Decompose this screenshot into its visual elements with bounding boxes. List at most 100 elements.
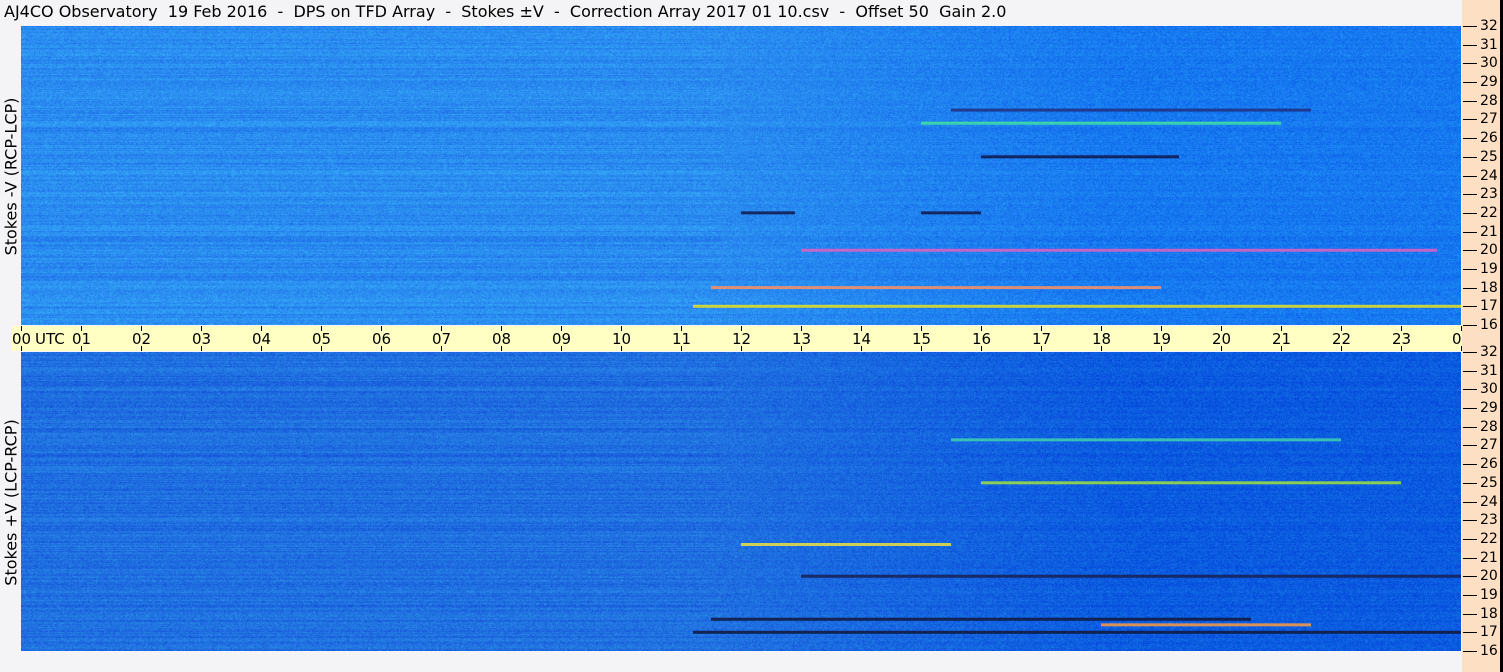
frequency-tick: [1463, 287, 1477, 289]
frequency-tick: [1463, 26, 1477, 27]
emission-band: [693, 630, 1461, 634]
time-tick: [321, 346, 322, 351]
frequency-tick: [1463, 482, 1477, 484]
frequency-tick-label: 20: [1480, 568, 1498, 585]
frequency-tick: [1463, 370, 1477, 372]
time-tick: [621, 346, 622, 351]
time-tick-label: 20: [1212, 330, 1232, 348]
time-tick: [1341, 346, 1342, 351]
frequency-tick: [1463, 538, 1477, 540]
frequency-tick-label: 32: [1480, 18, 1498, 34]
time-tick: [1221, 326, 1222, 331]
emission-band: [951, 108, 1311, 112]
emission-band: [981, 155, 1179, 159]
frequency-tick: [1463, 194, 1477, 196]
time-tick-label: 13: [792, 330, 812, 348]
time-tick-label: 23: [1392, 330, 1412, 348]
frequency-tick-label: 20: [1480, 242, 1498, 259]
frequency-tick-label: 30: [1480, 381, 1498, 398]
frequency-tick: [1463, 389, 1477, 391]
frequency-tick-label: 23: [1480, 186, 1498, 203]
time-tick: [21, 346, 22, 351]
emission-band: [693, 304, 1461, 308]
time-tick: [1041, 346, 1042, 351]
time-tick: [261, 346, 262, 351]
frequency-tick: [1463, 231, 1477, 233]
time-tick-label: 11: [672, 330, 692, 348]
frequency-tick-label: 16: [1480, 317, 1498, 333]
emission-band: [711, 617, 1251, 621]
time-tick: [1341, 326, 1342, 331]
frequency-tick: [1463, 156, 1477, 158]
frequency-tick: [1463, 352, 1477, 353]
time-tick: [921, 326, 922, 331]
frequency-tick-label: 22: [1480, 530, 1498, 547]
time-tick: [1281, 326, 1282, 331]
time-tick: [861, 346, 862, 351]
time-tick-label: 04: [252, 330, 272, 348]
time-tick-label: 18: [1092, 330, 1112, 348]
frequency-tick-label: 32: [1480, 344, 1498, 360]
time-tick: [741, 326, 742, 331]
frequency-tick-label: 24: [1480, 167, 1498, 184]
emission-band: [741, 211, 795, 215]
frequency-axis: [1462, 0, 1500, 672]
frequency-tick-label: 26: [1480, 456, 1498, 473]
frequency-tick-label: 17: [1480, 298, 1498, 315]
time-tick: [801, 346, 802, 351]
frequency-tick-label: 16: [1480, 643, 1498, 659]
time-tick: [81, 346, 82, 351]
time-tick: [381, 326, 382, 331]
frequency-tick-label: 30: [1480, 55, 1498, 72]
time-tick: [1101, 346, 1102, 351]
time-tick-label: 17: [1032, 330, 1052, 348]
time-tick-label: 00: [12, 330, 32, 348]
frequency-tick-label: 27: [1480, 437, 1498, 454]
frequency-tick: [1463, 63, 1477, 65]
emission-band: [741, 542, 951, 546]
time-tick: [621, 326, 622, 331]
time-unit-label: UTC: [35, 330, 65, 348]
panel-bottom-ylabel: Stokes +V (LCP-RCP): [1, 419, 21, 586]
frequency-tick: [1463, 175, 1477, 177]
frequency-tick-label: 24: [1480, 493, 1498, 510]
frequency-tick-label: 23: [1480, 512, 1498, 529]
time-tick: [501, 346, 502, 351]
emission-band: [951, 438, 1341, 442]
time-tick: [1281, 346, 1282, 351]
time-tick-label: 14: [852, 330, 872, 348]
emission-band: [801, 248, 1437, 252]
time-tick-label: 05: [312, 330, 332, 348]
time-tick-label: 10: [612, 330, 632, 348]
spectrogram-top: [21, 26, 1461, 325]
frequency-tick-label: 28: [1480, 92, 1498, 109]
time-tick: [1161, 326, 1162, 331]
time-tick: [1401, 346, 1402, 351]
time-tick: [201, 326, 202, 331]
frequency-tick: [1463, 445, 1477, 447]
frequency-tick-label: 28: [1480, 418, 1498, 435]
panel-top-ylabel: Stokes -V (RCP-LCP): [1, 97, 21, 256]
time-tick: [261, 326, 262, 331]
time-tick: [381, 346, 382, 351]
time-tick: [1221, 346, 1222, 351]
time-tick: [1461, 346, 1462, 351]
time-tick: [1101, 326, 1102, 331]
frequency-tick-label: 31: [1480, 36, 1498, 53]
time-tick: [981, 326, 982, 331]
time-tick: [321, 326, 322, 331]
time-tick: [81, 326, 82, 331]
frequency-tick: [1463, 520, 1477, 522]
time-tick: [441, 326, 442, 331]
time-tick: [1041, 326, 1042, 331]
frequency-tick: [1463, 212, 1477, 214]
emission-band: [711, 286, 1161, 290]
frequency-tick-label: 26: [1480, 130, 1498, 147]
frequency-tick-label: 31: [1480, 362, 1498, 379]
frequency-tick-label: 18: [1480, 279, 1498, 296]
time-tick-label: 06: [372, 330, 392, 348]
time-tick-label: 07: [432, 330, 452, 348]
frequency-tick: [1463, 464, 1477, 466]
time-tick: [21, 326, 22, 331]
time-tick-label: 21: [1272, 330, 1292, 348]
